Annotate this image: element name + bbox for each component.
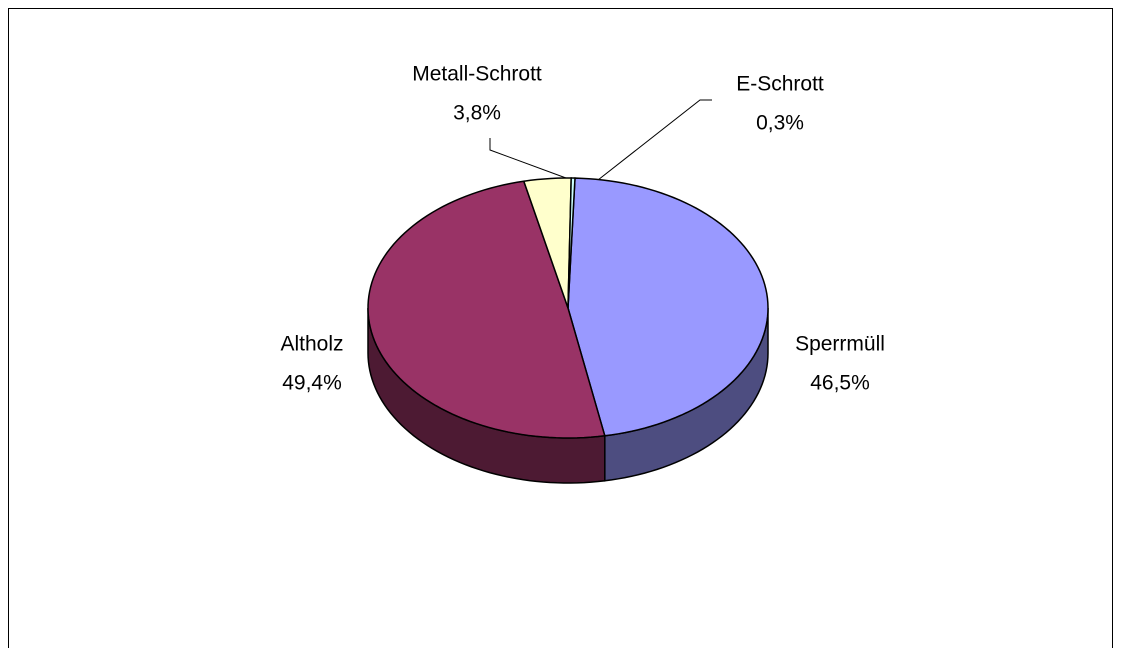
pie-slice	[522, 177, 572, 309]
category-label: Sperrmüll	[795, 333, 885, 356]
category-label: E-Schrott	[736, 73, 824, 96]
value-label: 46,5%	[810, 372, 870, 395]
category-label: Metall-Schrott	[412, 63, 542, 86]
value-label: 3,8%	[453, 102, 501, 125]
value-label: 0,3%	[756, 112, 804, 135]
pie-slice	[567, 177, 576, 309]
leader-line	[597, 99, 712, 181]
category-label: Altholz	[280, 333, 343, 356]
value-label: 49,4%	[282, 372, 342, 395]
pie-slice	[567, 177, 769, 437]
leader-line	[489, 138, 567, 179]
